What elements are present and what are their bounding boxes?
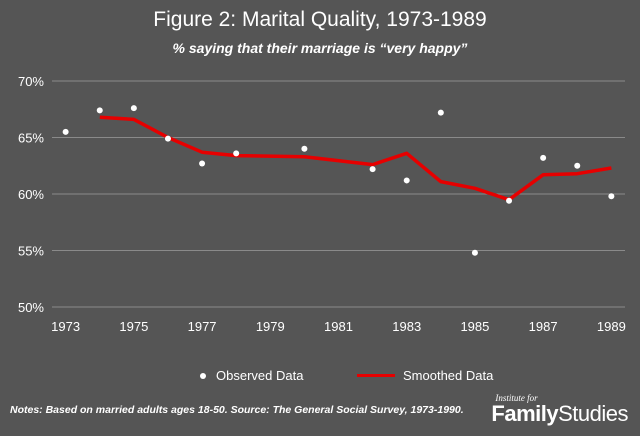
observed-marker-icon: [200, 372, 206, 379]
x-tick-label: 1983: [392, 319, 421, 334]
observed-data-point: [540, 154, 547, 161]
observed-data-point: [199, 160, 206, 167]
observed-series: [62, 105, 615, 256]
chart-subtitle: % saying that their marriage is “very ha…: [172, 40, 468, 56]
observed-data-point: [471, 249, 478, 256]
x-axis-ticks: 1973 1975 1977 1979 1981 1983 1985 1987 1989: [51, 319, 626, 334]
logo-name: FamilyStudies: [491, 403, 628, 425]
ifs-logo: Institute for FamilyStudies: [491, 394, 628, 425]
observed-data-point: [96, 107, 103, 114]
x-tick-label: 1985: [460, 319, 489, 334]
observed-data-point: [130, 105, 137, 112]
legend-label-observed: Observed Data: [216, 368, 304, 383]
y-tick-label: 55%: [18, 244, 44, 259]
observed-data-point: [437, 109, 444, 116]
y-tick-label: 50%: [18, 300, 44, 315]
x-tick-label: 1973: [51, 319, 80, 334]
y-tick-label: 65%: [18, 131, 44, 146]
grid-lines: [52, 80, 625, 308]
x-tick-label: 1989: [597, 319, 626, 334]
observed-data-point: [574, 162, 581, 169]
x-tick-label: 1981: [324, 319, 353, 334]
smoothed-series: [99, 115, 612, 202]
legend-label-smoothed: Smoothed Data: [403, 368, 494, 383]
y-tick-label: 70%: [18, 74, 44, 89]
x-tick-label: 1979: [256, 319, 285, 334]
observed-data-point: [301, 145, 308, 152]
observed-data-point: [164, 135, 171, 142]
logo-small-text: Institute for: [495, 393, 538, 403]
observed-data-point: [233, 150, 240, 157]
observed-data-point: [369, 166, 376, 173]
smoothed-line-icon: [357, 374, 395, 377]
source-notes: Notes: Based on married adults ages 18-5…: [10, 404, 464, 416]
logo-studies-text: Studies: [558, 401, 628, 426]
x-tick-label: 1975: [119, 319, 148, 334]
x-tick-label: 1987: [529, 319, 558, 334]
observed-data-point: [608, 193, 615, 200]
legend: Observed Data Smoothed Data: [0, 368, 640, 388]
chart-title: Figure 2: Marital Quality, 1973-1989: [153, 8, 487, 31]
smoothed-data-line: [99, 115, 612, 202]
logo-family-text: Family: [491, 401, 559, 426]
y-axis-ticks: 50% 55% 60% 65% 70%: [18, 74, 44, 315]
x-tick-label: 1977: [188, 319, 217, 334]
observed-data-point: [62, 128, 69, 135]
y-tick-label: 60%: [18, 187, 44, 202]
observed-data-point: [506, 197, 513, 204]
observed-data-point: [403, 177, 410, 184]
legend-item-smoothed: Smoothed Data: [357, 368, 493, 383]
legend-item-observed: Observed Data: [200, 368, 303, 383]
